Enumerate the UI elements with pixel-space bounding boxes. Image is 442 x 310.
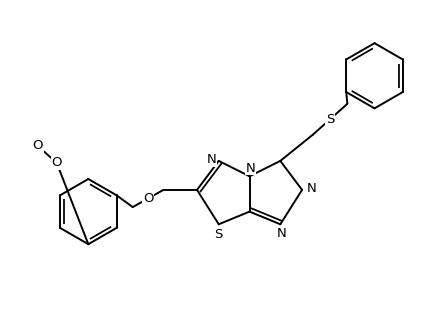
Text: N: N [246,162,255,175]
Text: N: N [307,183,317,196]
Text: O: O [143,192,153,205]
Text: O: O [32,140,43,153]
Text: S: S [326,113,334,126]
Text: S: S [213,228,222,241]
Text: N: N [206,153,217,166]
Text: N: N [276,227,286,240]
Text: O: O [51,156,62,169]
